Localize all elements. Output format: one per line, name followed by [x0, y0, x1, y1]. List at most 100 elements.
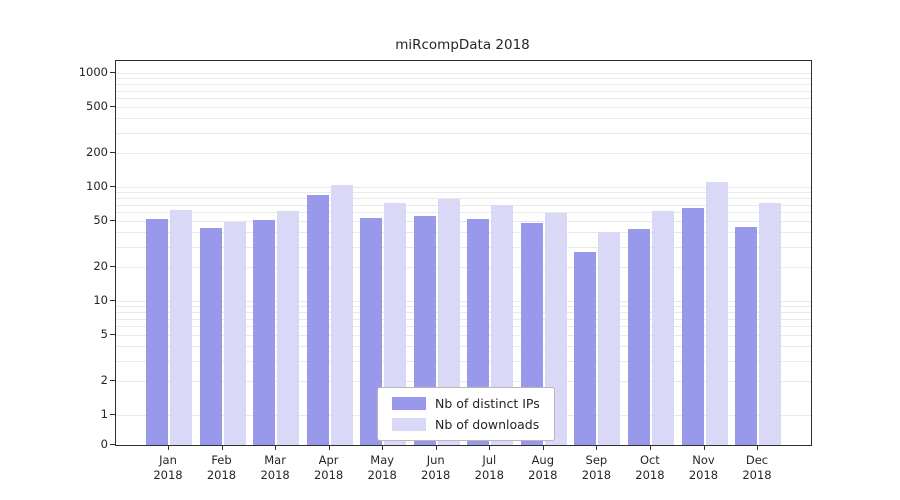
x-tick-label: May 2018 [367, 453, 397, 482]
gridline [116, 152, 811, 154]
x-tick-mark [757, 446, 758, 450]
x-tick-mark [489, 446, 491, 450]
x-tick-mark [221, 446, 223, 450]
bar-distinct-ips [574, 251, 597, 445]
legend-item: Nb of downloads [392, 417, 540, 432]
bar-downloads [384, 202, 407, 445]
chart-title: miRcompData 2018 [395, 37, 530, 53]
y-tick-mark [110, 444, 115, 445]
bar-distinct-ips [146, 219, 168, 445]
y-tick-label: 0 [100, 437, 108, 451]
x-tick-mark [703, 446, 705, 450]
y-tick-label: 50 [93, 213, 108, 228]
x-tick-mark [168, 446, 169, 450]
x-tick-label: Dec 2018 [742, 453, 772, 482]
legend-item: Nb of distinct IPs [392, 396, 540, 411]
y-tick-label: 1000 [78, 65, 108, 79]
y-tick-label: 500 [86, 99, 108, 114]
gridline [116, 107, 811, 109]
y-tick-label: 100 [86, 179, 108, 193]
y-tick-mark [110, 220, 115, 222]
gridline [116, 335, 811, 337]
bar-downloads [705, 182, 728, 445]
y-tick-label: 10 [93, 293, 108, 307]
x-tick-mark [596, 446, 598, 450]
y-tick-mark [110, 106, 115, 108]
bar-downloads [223, 222, 246, 445]
x-tick-label: Jan 2018 [153, 453, 183, 482]
x-tick-label: Jul 2018 [474, 453, 504, 482]
gridline [116, 232, 811, 234]
bar-distinct-ips [627, 228, 650, 445]
x-tick-mark [382, 446, 384, 450]
x-tick-label: Aug 2018 [528, 453, 558, 482]
gridline [116, 192, 811, 194]
grid-layer [116, 61, 811, 445]
bar-distinct-ips [306, 195, 329, 445]
gridline [116, 73, 811, 74]
gridline [116, 266, 811, 268]
y-tick-label: 20 [93, 258, 108, 273]
bar-downloads [651, 210, 674, 445]
gridline [116, 246, 811, 248]
gridline [116, 301, 811, 302]
bar-distinct-ips [253, 220, 276, 445]
y-tick-mark [110, 72, 115, 73]
bar-downloads [491, 205, 514, 445]
bar-downloads [759, 202, 781, 445]
y-tick-mark [110, 334, 115, 336]
bar-distinct-ips [735, 226, 757, 445]
gridline [116, 221, 811, 223]
x-tick-label: Mar 2018 [260, 453, 290, 482]
y-tick-label: 5 [100, 327, 108, 342]
gridline [116, 346, 811, 348]
gridline [116, 312, 811, 313]
bar-layer [116, 61, 811, 445]
gridline [116, 78, 811, 80]
bar-downloads [598, 232, 621, 445]
bar-distinct-ips [360, 217, 383, 445]
gridline [116, 318, 811, 320]
bar-distinct-ips [681, 208, 704, 445]
x-tick-mark [328, 446, 330, 450]
bar-downloads [437, 199, 460, 445]
gridline [116, 118, 811, 120]
y-tick-mark [110, 265, 115, 267]
x-tick-mark [542, 446, 544, 450]
gridline [116, 212, 811, 214]
x-tick-label: Jun 2018 [421, 453, 451, 482]
gridline [116, 306, 811, 308]
y-tick-mark [110, 151, 115, 153]
legend-swatch-downloads [392, 418, 426, 431]
gridline [116, 90, 811, 92]
gridline [116, 84, 811, 85]
bar-downloads [170, 209, 192, 445]
y-tick-mark [110, 300, 115, 301]
x-tick-label: Sep 2018 [581, 453, 612, 482]
gridline [116, 198, 811, 199]
y-tick-label: 200 [86, 144, 108, 159]
bar-distinct-ips [199, 227, 222, 445]
gridline [116, 204, 811, 206]
plot-area: Nb of distinct IPs Nb of downloads [115, 60, 812, 446]
gridline [116, 380, 811, 382]
legend-label-downloads: Nb of downloads [435, 417, 540, 432]
gridline [116, 187, 811, 188]
x-tick-label: Oct 2018 [635, 453, 665, 482]
x-tick-mark [649, 446, 651, 450]
legend-swatch-distinct-ips [392, 397, 426, 410]
y-tick-mark [110, 186, 115, 187]
x-tick-mark [435, 446, 437, 450]
y-tick-label: 1 [100, 407, 108, 421]
y-tick-label: 2 [100, 372, 108, 387]
x-tick-label: Feb 2018 [206, 453, 237, 482]
x-tick-label: Nov 2018 [688, 453, 719, 482]
y-tick-mark [110, 414, 115, 415]
bar-downloads [330, 184, 353, 445]
gridline [116, 360, 811, 362]
x-tick-mark [275, 446, 277, 450]
gridline [116, 98, 811, 100]
gridline [116, 132, 811, 134]
gridline [116, 326, 811, 328]
